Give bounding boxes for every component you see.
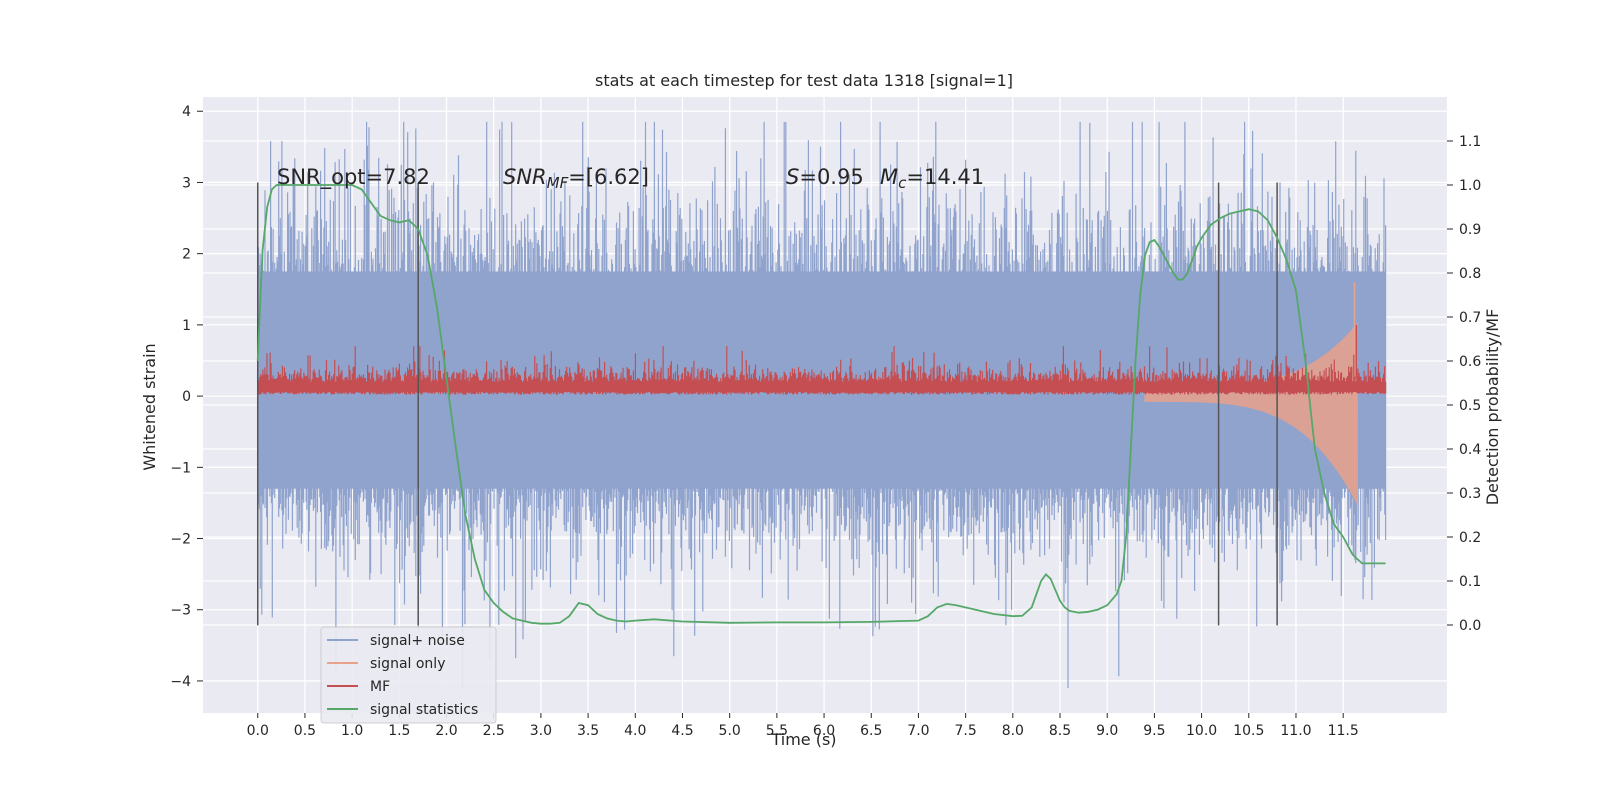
y-left-tick-label: 0 (182, 389, 191, 405)
y-left-tick-label: −3 (170, 603, 191, 619)
x-tick-label: 7.5 (955, 723, 977, 739)
annotation-snr-opt: SNR_opt=7.82 (277, 165, 430, 190)
y-left-tick-label: 3 (182, 175, 191, 191)
y-right-tick-label: 0.9 (1459, 222, 1481, 238)
x-tick-label: 10.5 (1233, 723, 1264, 739)
legend-label-signal-statistics: signal statistics (370, 702, 478, 718)
y-left-tick-label: 4 (182, 104, 191, 120)
y-left-tick-label: 1 (182, 318, 191, 334)
x-tick-label: 4.5 (671, 723, 693, 739)
annotation-s-value: =0.95 (799, 165, 863, 189)
y-right-tick-label: 1.0 (1459, 178, 1481, 194)
legend: signal+ noise signal only MF signal stat… (320, 626, 497, 724)
x-tick-label: 4.0 (624, 723, 646, 739)
x-axis-label: Time (s) (770, 730, 836, 749)
y-right-tick-label: 0.5 (1459, 398, 1481, 414)
annotation-snr-mf-symbol: SNR (503, 165, 547, 189)
x-tick-label: 6.0 (813, 723, 835, 739)
legend-label-signal-noise: signal+ noise (370, 633, 465, 649)
x-tick-label: 1.5 (388, 723, 410, 739)
y-right-tick-label: 0.7 (1459, 310, 1481, 326)
x-tick-label: 1.0 (341, 723, 363, 739)
y-left-axis-label: Whitened strain (140, 343, 159, 470)
y-right-tick-label: 0.3 (1459, 486, 1481, 502)
x-tick-label: 8.5 (1049, 723, 1071, 739)
y-right-tick-label: 0.2 (1459, 530, 1481, 546)
chart-title: stats at each timestep for test data 131… (595, 71, 1013, 90)
y-right-axis-label: Detection probability/MF (1483, 309, 1502, 506)
x-tick-label: 3.0 (530, 723, 552, 739)
y-right-tick-label: 0.4 (1459, 442, 1481, 458)
legend-label-signal-only: signal only (370, 656, 445, 672)
x-tick-label: 9.5 (1143, 723, 1165, 739)
y-right-tick-label: 1.1 (1459, 134, 1481, 150)
legend-box (320, 626, 497, 724)
annotation-snr-mf: SNRMF=[6.62] (503, 165, 649, 192)
y-left-tick-label: 2 (182, 247, 191, 263)
y-left-tick-label: −2 (170, 532, 191, 548)
x-tick-label: 7.0 (907, 723, 929, 739)
x-tick-label: 11.0 (1280, 723, 1311, 739)
signal-statistics-line (256, 184, 1386, 625)
y-right-tick-label: 0.0 (1459, 618, 1481, 634)
y-right-tick-label: 0.1 (1459, 574, 1481, 590)
x-tick-label: 11.5 (1328, 723, 1359, 739)
series-signal-statistics (256, 184, 1386, 625)
annotation-snr-mf-sub: MF (547, 174, 569, 192)
y-right-axis-ticks: 1.1 1.0 0.9 0.8 0.7 0.6 0.5 0.4 0.3 0.2 0.1 0.0 (1447, 134, 1481, 634)
x-tick-label: 2.0 (435, 723, 457, 739)
x-tick-label: 10.0 (1186, 723, 1217, 739)
x-tick-label: 0.0 (247, 723, 269, 739)
x-tick-label: 2.5 (483, 723, 505, 739)
x-tick-label: 3.5 (577, 723, 599, 739)
y-left-axis-ticks: 4 3 2 1 0 −1 −2 −3 −4 (170, 104, 203, 690)
annotation-mc-sub: c (898, 174, 907, 192)
annotation-snr-mf-value: =[6.62] (568, 165, 649, 189)
x-axis-ticks: 0.0 0.5 1.0 1.5 2.0 2.5 3.0 3.5 4.0 4.5 5.0 5.5 6.0 6… (247, 713, 1359, 739)
annotation-mc-symbol: M (880, 165, 898, 189)
x-tick-label: 9.0 (1096, 723, 1118, 739)
x-tick-label: 5.5 (766, 723, 788, 739)
y-right-tick-label: 0.6 (1459, 354, 1481, 370)
y-right-tick-label: 0.8 (1459, 266, 1481, 282)
y-left-tick-label: −4 (170, 674, 191, 690)
x-tick-label: 0.5 (294, 723, 316, 739)
vertical-markers (256, 182, 1278, 626)
annotation-mc-value: =14.41 (906, 165, 984, 189)
legend-label-mf: MF (370, 679, 390, 695)
annotation-s: S=0.95 (786, 165, 864, 189)
annotation-s-symbol: S (786, 165, 799, 189)
y-left-tick-label: −1 (170, 460, 191, 476)
x-tick-label: 5.0 (719, 723, 741, 739)
x-tick-label: 8.0 (1002, 723, 1024, 739)
x-tick-label: 6.5 (860, 723, 882, 739)
annotation-mc: Mc=14.41 (880, 165, 984, 192)
